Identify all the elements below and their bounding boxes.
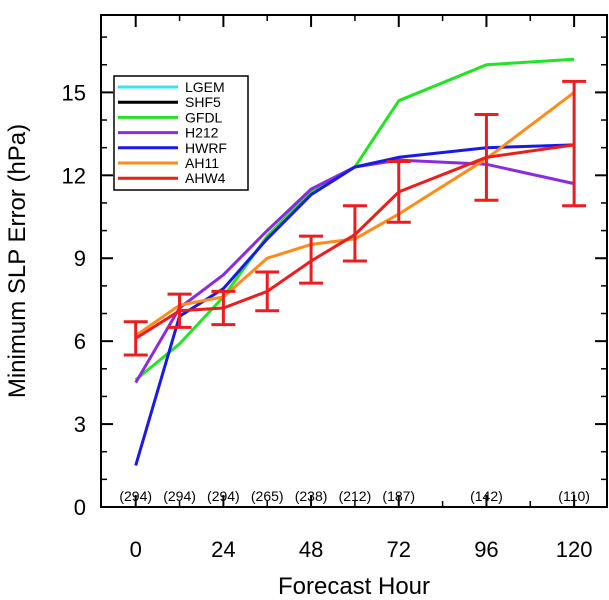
axis-ticks [101, 15, 607, 508]
legend-label-lgem: LGEM [185, 79, 225, 95]
sample-count-label: (294) [207, 488, 240, 504]
x-tick-label: 120 [556, 537, 593, 562]
x-tick-label: 24 [211, 537, 235, 562]
x-tick-label: 96 [474, 537, 498, 562]
sample-count-labels: (294) (294) (294) (265) (238) (212) (187) (142)… [119, 488, 590, 504]
y-axis-title: Minimum SLP Error (hPa) [4, 124, 31, 398]
x-axis-title: Forecast Hour [278, 573, 430, 600]
x-tick-label: 0 [130, 537, 142, 562]
error-bars [123, 79, 587, 357]
x-tick-label: 72 [387, 537, 411, 562]
plot-frame [100, 14, 608, 508]
y-tick-label: 3 [74, 412, 86, 437]
series-line-gfdl [134, 57, 575, 382]
sample-count-label: (187) [382, 488, 415, 504]
y-tick-label: 12 [62, 163, 86, 188]
y-tick-label: 0 [74, 495, 86, 520]
series-line-h212 [134, 158, 575, 384]
series-line-hwrf [134, 143, 575, 466]
legend-label-h212: H212 [185, 125, 219, 141]
y-tick-label: 9 [74, 246, 86, 271]
legend-label-shf5: SHF5 [185, 94, 221, 110]
legend-label-ahw4: AHW4 [185, 170, 226, 186]
sample-count-label: (142) [470, 488, 503, 504]
legend-label-gfdl: GFDL [185, 109, 223, 125]
sample-count-label: (110) [558, 488, 590, 504]
legend-label-ah11: AH11 [185, 155, 219, 171]
y-tick-label: 6 [74, 329, 86, 354]
sample-count-label: (238) [295, 488, 328, 504]
legend-label-hwrf: HWRF [185, 140, 227, 156]
axis-tick-labels: 0 24 48 72 96 120 0 3 6 9 12 15 [62, 80, 593, 562]
sample-count-label: (212) [339, 488, 372, 504]
sample-count-label: (294) [163, 488, 196, 504]
x-tick-label: 48 [299, 537, 323, 562]
sample-count-label: (265) [251, 488, 284, 504]
sample-count-label: (294) [119, 488, 152, 504]
y-tick-label: 15 [62, 80, 86, 105]
